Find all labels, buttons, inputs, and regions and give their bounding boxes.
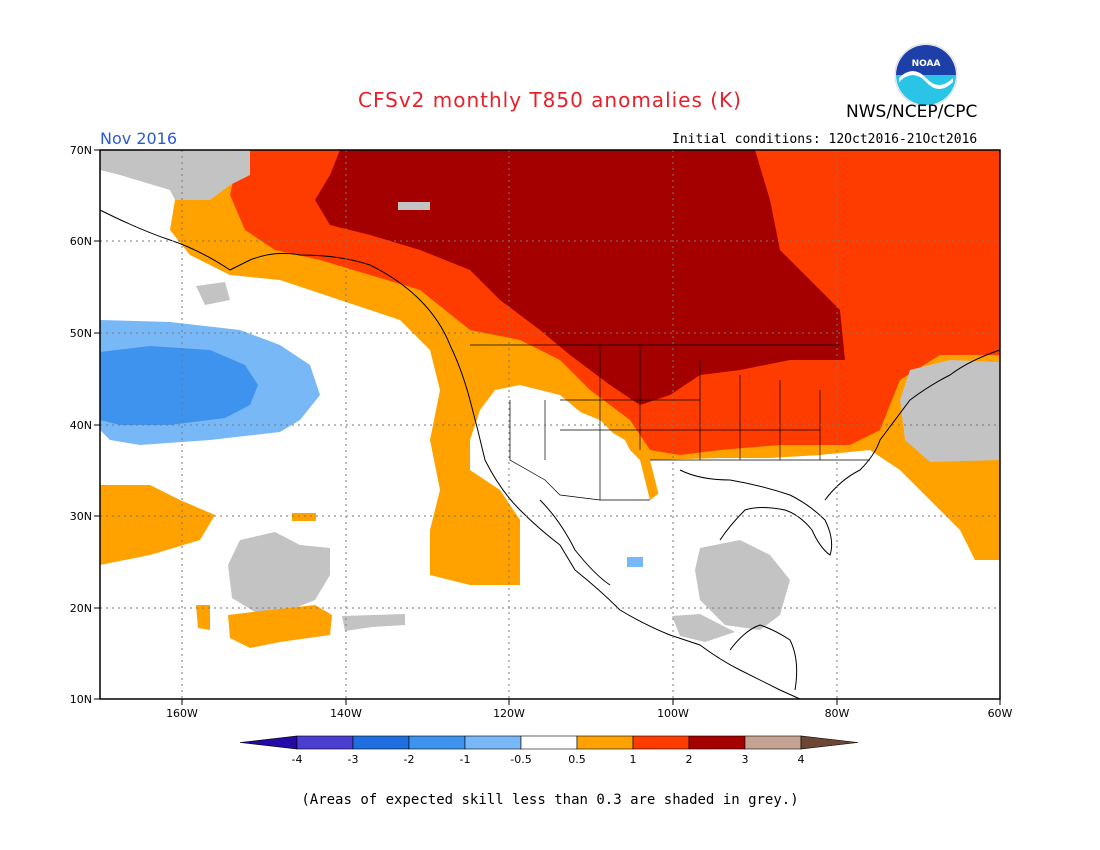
blue-patch-mexico [627, 557, 643, 567]
colorbar-swatch [408, 735, 466, 750]
colorbar: -4 -3 -2 -1 -0.5 0.5 1 2 3 4 [240, 735, 859, 766]
colorbar-swatch [296, 735, 354, 750]
lat-label: 60N [70, 235, 92, 248]
political-boundaries [470, 344, 870, 501]
colorbar-swatch [352, 735, 410, 750]
longitude-labels: 160W 140W 120W 100W 80W 60W [166, 707, 1012, 720]
colorbar-swatch [688, 735, 746, 750]
blue-region [100, 346, 258, 425]
colorbar-label: 0.5 [568, 753, 586, 766]
colorbar-label: 2 [686, 753, 693, 766]
colorbar-label: -1 [460, 753, 471, 766]
grey-patch-arctic [398, 202, 430, 210]
colorbar-arrow-right [800, 735, 859, 750]
colorbar-swatch [632, 735, 690, 750]
grey-region-bering [100, 150, 250, 200]
colorbar-labels: -4 -3 -2 -1 -0.5 0.5 1 2 3 4 [292, 753, 805, 766]
initial-conditions: Initial conditions: 12Oct2016-21Oct2016 [672, 132, 978, 147]
skill-footnote: (Areas of expected skill less than 0.3 a… [301, 792, 799, 808]
white-region-west-us [485, 392, 650, 500]
colorbar-swatch [576, 735, 634, 750]
lon-label: 80W [825, 707, 850, 720]
lat-label: 30N [70, 510, 92, 523]
colorbar-label: -0.5 [510, 753, 531, 766]
lat-label: 10N [70, 693, 92, 706]
colorbar-label: -2 [404, 753, 415, 766]
colorbar-arrow-left [240, 735, 298, 750]
axis-ticks [94, 149, 1001, 705]
lat-label: 40N [70, 419, 92, 432]
grey-region-atlantic [900, 360, 1000, 462]
colorbar-swatch [464, 735, 522, 750]
colorbar-label: -4 [292, 753, 303, 766]
colorbar-swatch [744, 735, 802, 750]
white-region-south-us [650, 458, 880, 560]
anomaly-shading [100, 150, 1000, 648]
colorbar-label: -3 [348, 753, 359, 766]
map-title: CFSv2 monthly T850 anomalies (K) [358, 88, 742, 112]
lon-label: 120W [493, 707, 525, 720]
anomaly-map: 70N 60N 50N 40N 30N 20N 10N 160W 140W 12… [70, 144, 1013, 720]
lat-label: 70N [70, 144, 92, 157]
grey-patch-central [342, 614, 405, 631]
grey-patch-mexico [672, 614, 735, 642]
lon-label: 60W [988, 707, 1013, 720]
organization-label: NWS/NCEP/CPC [846, 102, 978, 122]
noaa-logo: NOAA [894, 43, 958, 107]
colorbar-swatch [520, 735, 578, 750]
lat-label: 50N [70, 327, 92, 340]
latitude-labels: 70N 60N 50N 40N 30N 20N 10N [70, 144, 92, 706]
lat-label: 20N [70, 602, 92, 615]
lon-label: 140W [330, 707, 362, 720]
forecast-month: Nov 2016 [100, 129, 178, 148]
coastlines [99, 209, 1001, 700]
orange-patch-small [292, 513, 316, 521]
orange-region-subtropical [100, 485, 215, 565]
grey-patch-aleutian [196, 282, 230, 305]
svg-text:NOAA: NOAA [912, 59, 941, 69]
colorbar-label: 4 [798, 753, 805, 766]
lon-label: 160W [166, 707, 198, 720]
grey-region-pacific [228, 532, 330, 615]
colorbar-label: 1 [630, 753, 637, 766]
lon-label: 100W [657, 707, 689, 720]
orange-region-hawaii [228, 605, 332, 648]
colorbar-swatches [240, 735, 859, 750]
orange-patch-hawaii-west [196, 605, 210, 630]
darkred-region [315, 150, 845, 405]
gridlines [100, 150, 1000, 699]
colorbar-label: 3 [742, 753, 749, 766]
